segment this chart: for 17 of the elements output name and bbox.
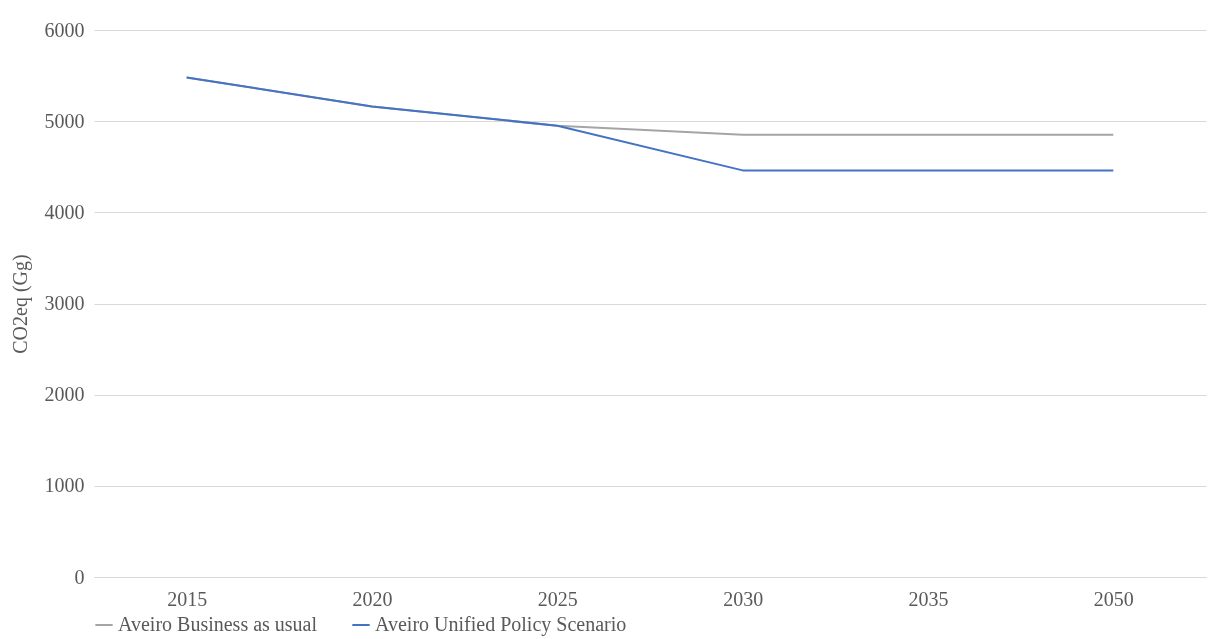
y-tick-label: 3000 — [44, 292, 85, 314]
x-tick-label: 2015 — [167, 587, 208, 610]
y-tick-label: 0 — [74, 565, 85, 588]
x-tick-label: 2035 — [908, 587, 949, 610]
line-series — [185, 76, 1115, 172]
y-tick-label: 1000 — [44, 474, 85, 497]
legend-label: Aveiro Unified Policy Scenario — [375, 613, 627, 636]
x-tick-label: 2025 — [537, 587, 578, 610]
x-tick-label: 2050 — [1093, 587, 1134, 610]
y-tick-label: 2000 — [44, 383, 85, 406]
x-tick-label: 2030 — [723, 587, 764, 610]
y-tick-label: 5000 — [44, 109, 85, 132]
y-tick-label: 4000 — [44, 200, 85, 223]
y-tick-label: 6000 — [44, 18, 85, 41]
y-axis-title: CO2eq (Gg) — [8, 254, 32, 354]
legend-label: Aveiro Business as usual — [118, 613, 318, 635]
x-tick-label: 2020 — [352, 587, 393, 610]
